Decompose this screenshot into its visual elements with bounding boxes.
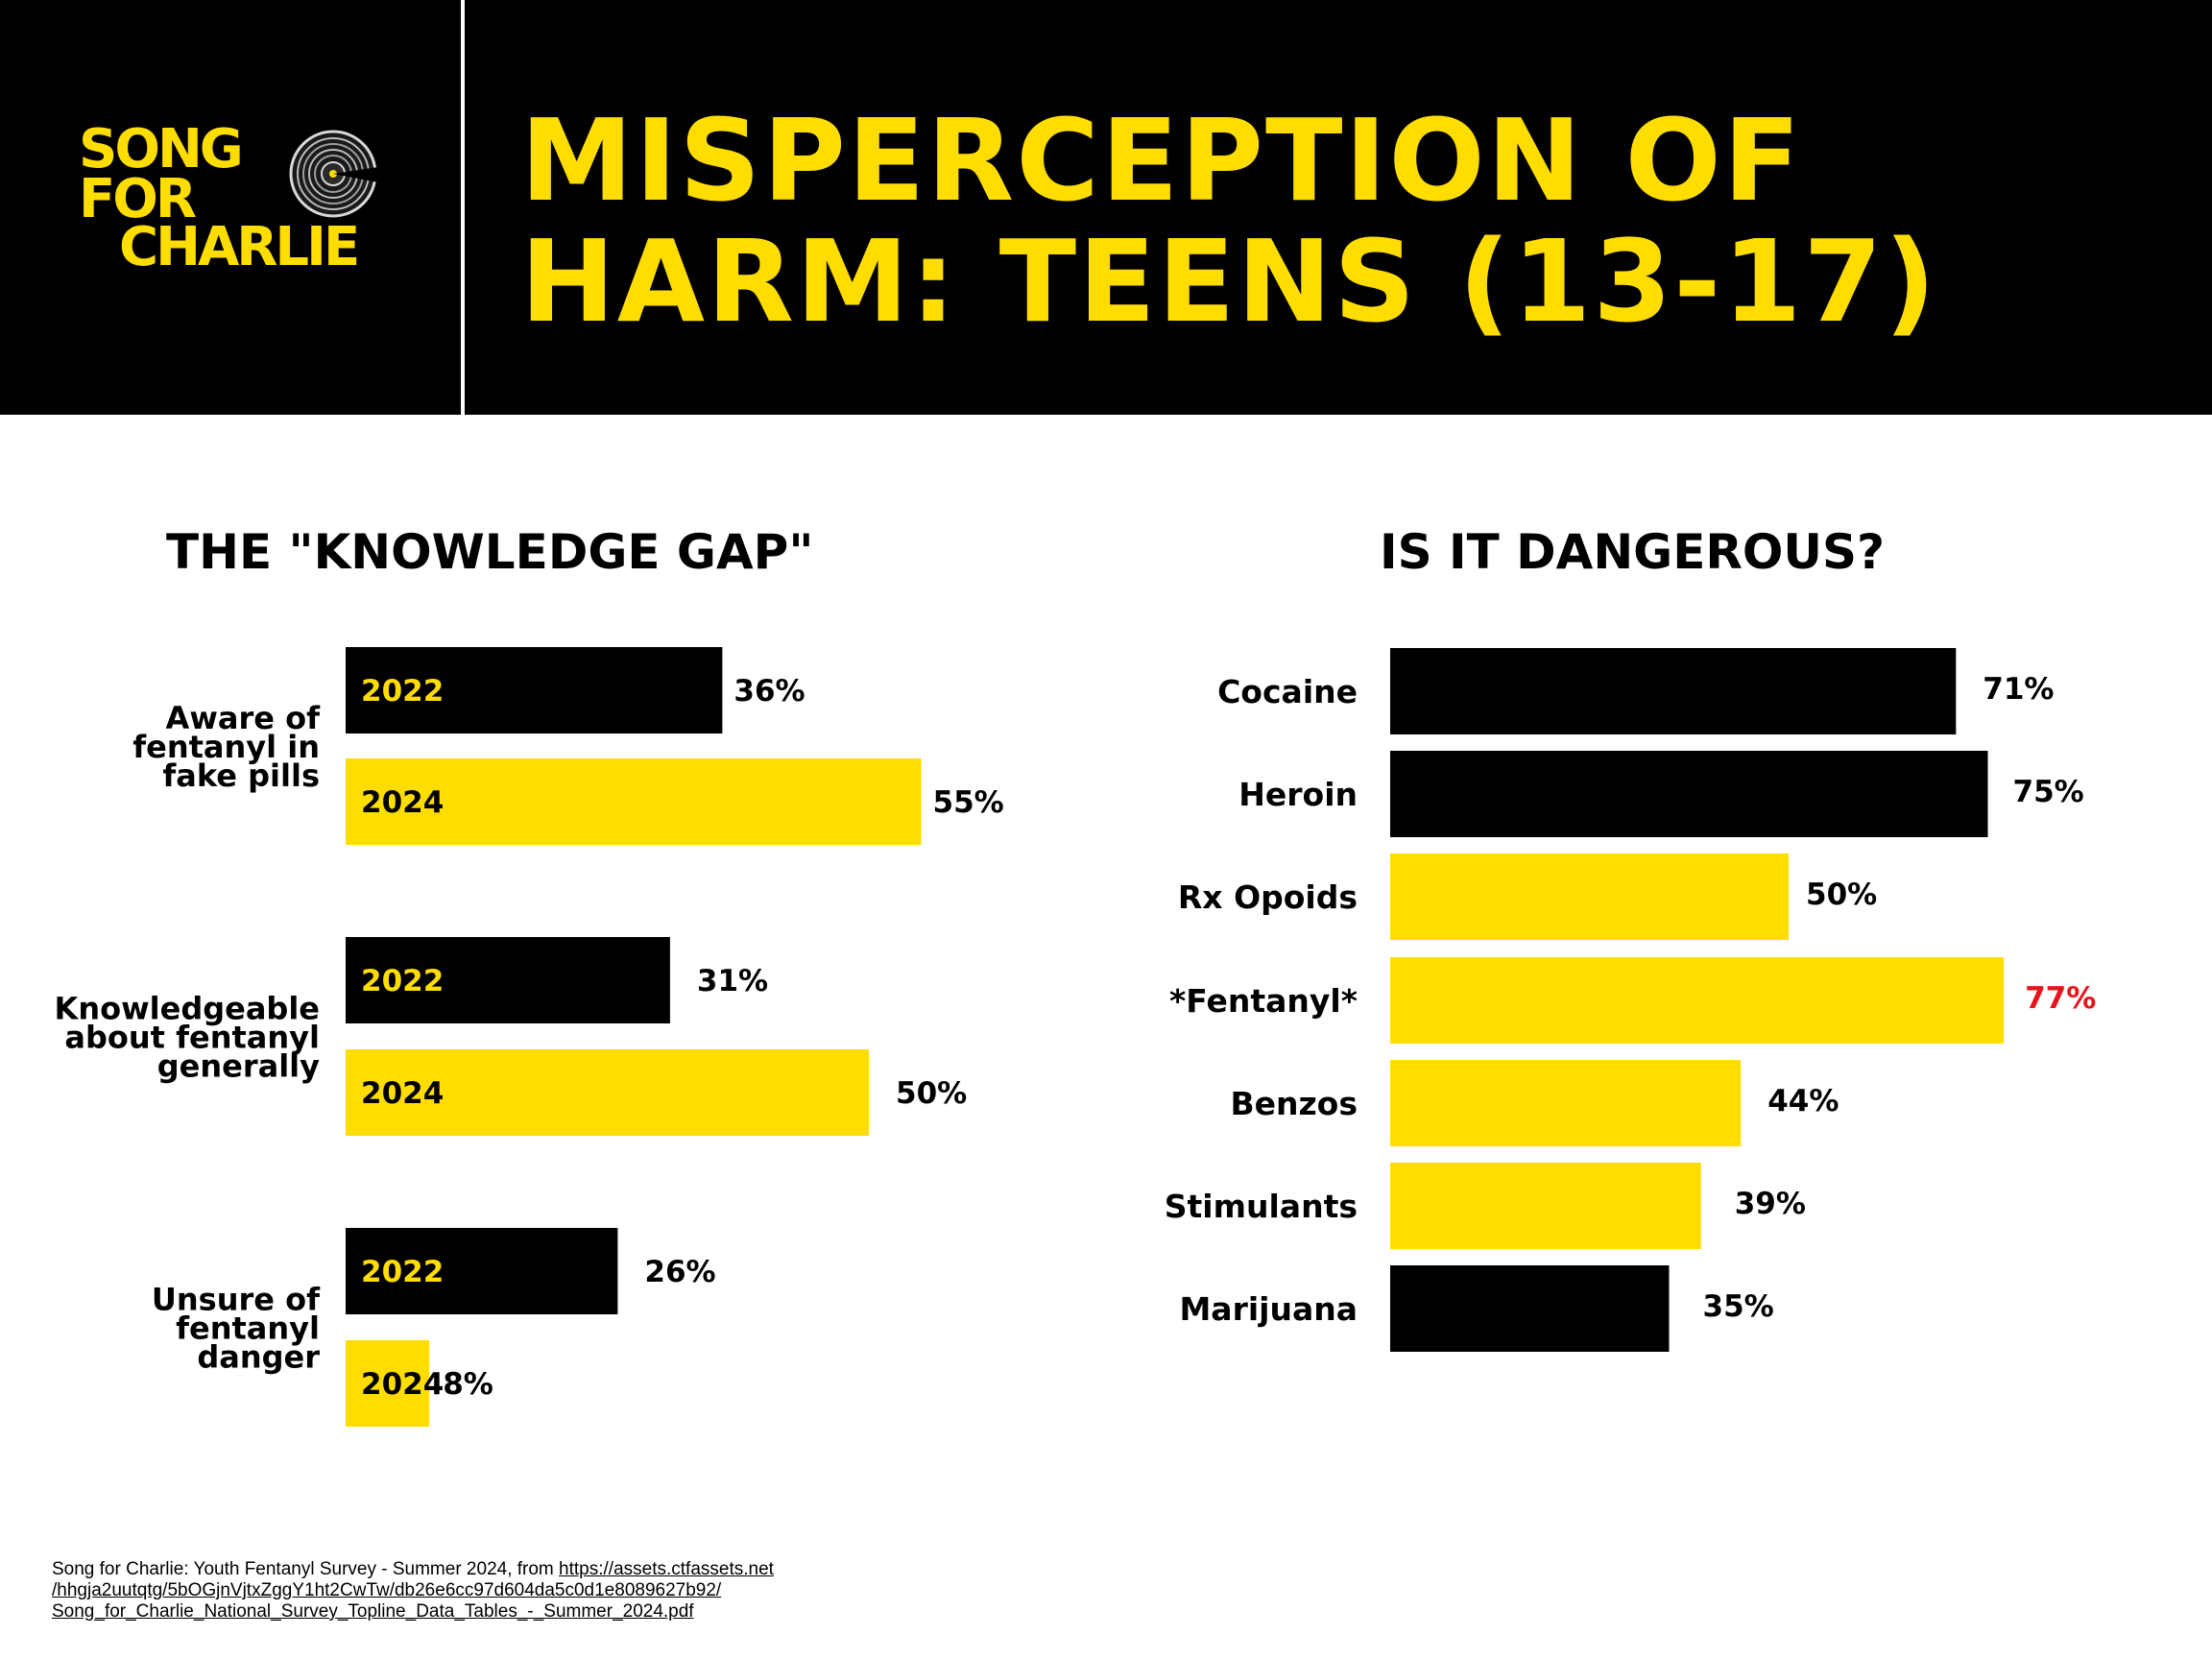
knowledge-category-label: about fentanyl: [64, 1020, 320, 1056]
danger-value-label: 44%: [1767, 1084, 1839, 1118]
knowledge-value-label: 36%: [733, 674, 805, 709]
knowledge-value-label: 26%: [644, 1255, 715, 1289]
vinyl-record-icon: [289, 130, 378, 218]
source-citation: Song for Charlie: Youth Fentanyl Survey …: [52, 1559, 1012, 1623]
knowledge-category-label: Unsure of: [152, 1282, 321, 1318]
danger-category-label: Rx Opoids: [1178, 878, 1358, 916]
knowledge-value-label: 50%: [896, 1076, 967, 1111]
danger-value-label: 50%: [1806, 878, 1877, 912]
header-banner: SONG FOR CHARLIE MISPERCEPTION OF HARM: …: [0, 0, 2212, 415]
knowledge-category-label: fentanyl: [176, 1310, 320, 1347]
logo-word-charlie: CHARLIE: [119, 216, 360, 278]
danger-value-label: 77%: [2025, 981, 2096, 1016]
logo-word-song: SONG: [79, 118, 244, 180]
knowledge-bar-year-label: 2022: [361, 1255, 444, 1289]
knowledge-category-label: danger: [197, 1339, 320, 1376]
danger-bar: [1390, 1265, 1670, 1352]
page-title: MISPERCEPTION OF HARM: TEENS (13-17): [520, 100, 2172, 342]
is-it-dangerous-title: IS IT DANGEROUS?: [1380, 524, 1886, 580]
source-link-line1[interactable]: https://assets.ctfassets.net: [559, 1559, 774, 1579]
knowledge-category-label: Aware of: [166, 700, 322, 736]
danger-bar: [1390, 957, 2005, 1044]
danger-bar: [1390, 648, 1957, 734]
source-text: Song for Charlie: Youth Fentanyl Survey …: [52, 1559, 560, 1579]
danger-value-label: 39%: [1735, 1187, 1806, 1221]
danger-category-label: Stimulants: [1165, 1188, 1358, 1225]
knowledge-bar: [346, 1228, 618, 1314]
page-title-line1: MISPERCEPTION OF: [520, 94, 1803, 227]
danger-category-label: Cocaine: [1217, 673, 1358, 710]
knowledge-category-label: fake pills: [162, 757, 320, 794]
knowledge-bar-year-label: 2024: [361, 1367, 444, 1402]
danger-category-label: Heroin: [1238, 776, 1358, 813]
danger-bar: [1390, 1163, 1701, 1249]
danger-bar: [1390, 751, 1988, 837]
knowledge-bar: [346, 937, 670, 1023]
knowledge-value-label: 31%: [697, 964, 768, 998]
danger-category-label: Marijuana: [1179, 1290, 1358, 1328]
knowledge-bar: [346, 1340, 430, 1427]
danger-category-label: *Fentanyl*: [1169, 982, 1358, 1020]
knowledge-category-label: generally: [157, 1048, 320, 1085]
danger-bar: [1390, 854, 1789, 940]
knowledge-bar: [346, 758, 922, 845]
danger-bar: [1390, 1060, 1742, 1146]
knowledge-bar-year-label: 2022: [361, 964, 444, 998]
danger-value-label: 35%: [1703, 1289, 1774, 1324]
page-title-line2: HARM: TEENS (13-17): [520, 215, 1938, 348]
danger-category-label: Benzos: [1230, 1085, 1358, 1122]
knowledge-value-label: 8%: [443, 1367, 493, 1402]
header-divider: [461, 0, 465, 415]
knowledge-bar-year-label: 2024: [361, 785, 444, 820]
knowledge-value-label: 55%: [933, 785, 1004, 820]
knowledge-bar: [346, 1049, 869, 1136]
knowledge-category-label: Knowledgeable: [55, 991, 320, 1027]
logo-word-for: FOR: [79, 168, 197, 230]
source-link-line2[interactable]: /hhgja2uutqtg/5bOGjnVjtxZggY1ht2CwTw/db2…: [52, 1580, 722, 1600]
knowledge-category-label: fentanyl in: [132, 729, 320, 765]
knowledge-bar-year-label: 2024: [361, 1076, 444, 1111]
danger-value-label: 71%: [1983, 672, 2054, 707]
knowledge-bar-year-label: 2022: [361, 674, 444, 709]
knowledge-gap-title: THE "KNOWLEDGE GAP": [166, 524, 814, 580]
knowledge-bar: [346, 647, 723, 733]
source-link-line3[interactable]: Song_for_Charlie_National_Survey_Topline…: [52, 1601, 694, 1622]
song-for-charlie-logo: SONG FOR CHARLIE: [75, 123, 411, 286]
danger-value-label: 75%: [2013, 775, 2084, 809]
